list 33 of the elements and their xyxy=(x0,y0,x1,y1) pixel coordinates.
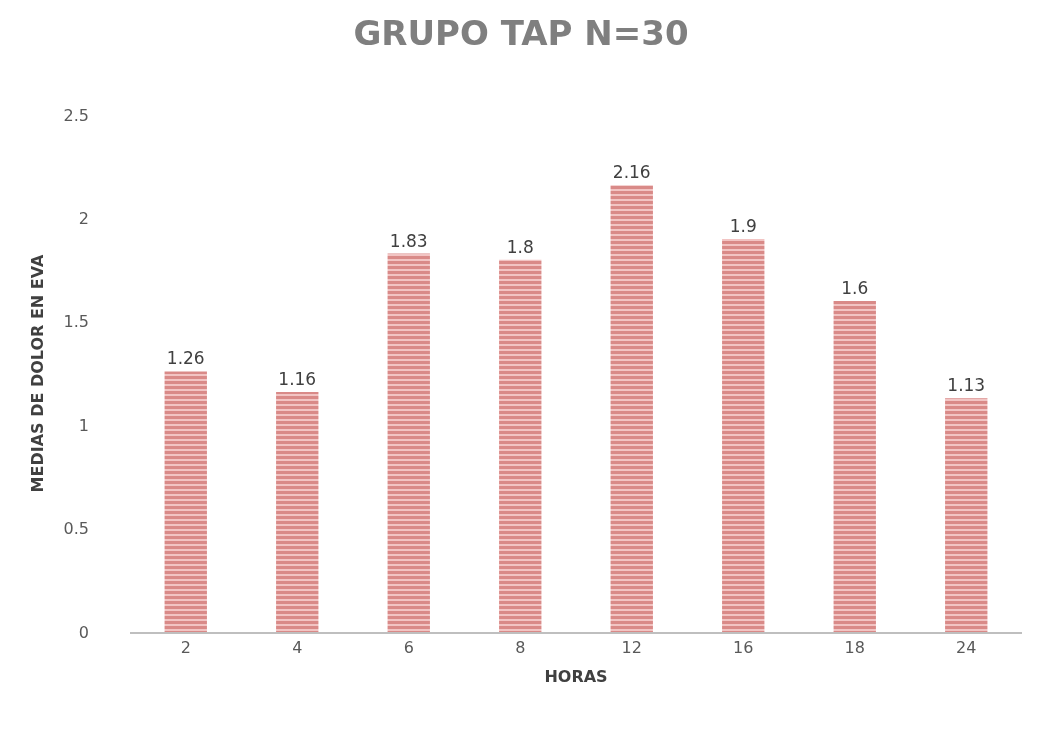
y-tick-label: 1 xyxy=(78,415,89,435)
data-label: 1.13 xyxy=(947,375,986,396)
bar xyxy=(722,239,765,632)
y-tick-label: 0.5 xyxy=(63,519,89,539)
y-tick-label: 1.5 xyxy=(63,312,89,332)
x-tick-label: 6 xyxy=(403,638,414,658)
bar xyxy=(164,371,207,632)
x-tick-label: 4 xyxy=(292,638,303,658)
x-tick-label: 16 xyxy=(733,638,754,658)
y-axis-title: MEDIAS DE DOLOR EN EVA xyxy=(28,253,48,493)
x-tick-label: 24 xyxy=(956,638,977,658)
data-label: 1.16 xyxy=(278,369,317,390)
bar xyxy=(387,253,430,632)
y-tick-label: 2.5 xyxy=(63,105,89,125)
bar xyxy=(499,259,542,632)
bar xyxy=(610,185,653,632)
x-tick-label: 8 xyxy=(515,638,526,658)
data-label: 1.8 xyxy=(506,236,534,257)
data-label: 2.16 xyxy=(612,162,651,183)
chart-title: GRUPO TAP N=30 xyxy=(353,13,689,54)
data-label: 1.83 xyxy=(389,230,428,251)
x-tick-label: 12 xyxy=(621,638,642,658)
bar xyxy=(833,301,876,632)
x-tick-label: 2 xyxy=(180,638,191,658)
bar xyxy=(276,392,319,632)
data-label: 1.26 xyxy=(166,348,205,369)
data-label: 1.9 xyxy=(729,216,757,237)
y-tick-label: 2 xyxy=(78,209,89,228)
x-axis-title: HORAS xyxy=(544,667,608,687)
x-tick-label: 18 xyxy=(844,638,865,658)
y-tick-label: 0 xyxy=(78,622,89,642)
data-label: 1.6 xyxy=(841,278,869,299)
bar xyxy=(945,398,988,632)
